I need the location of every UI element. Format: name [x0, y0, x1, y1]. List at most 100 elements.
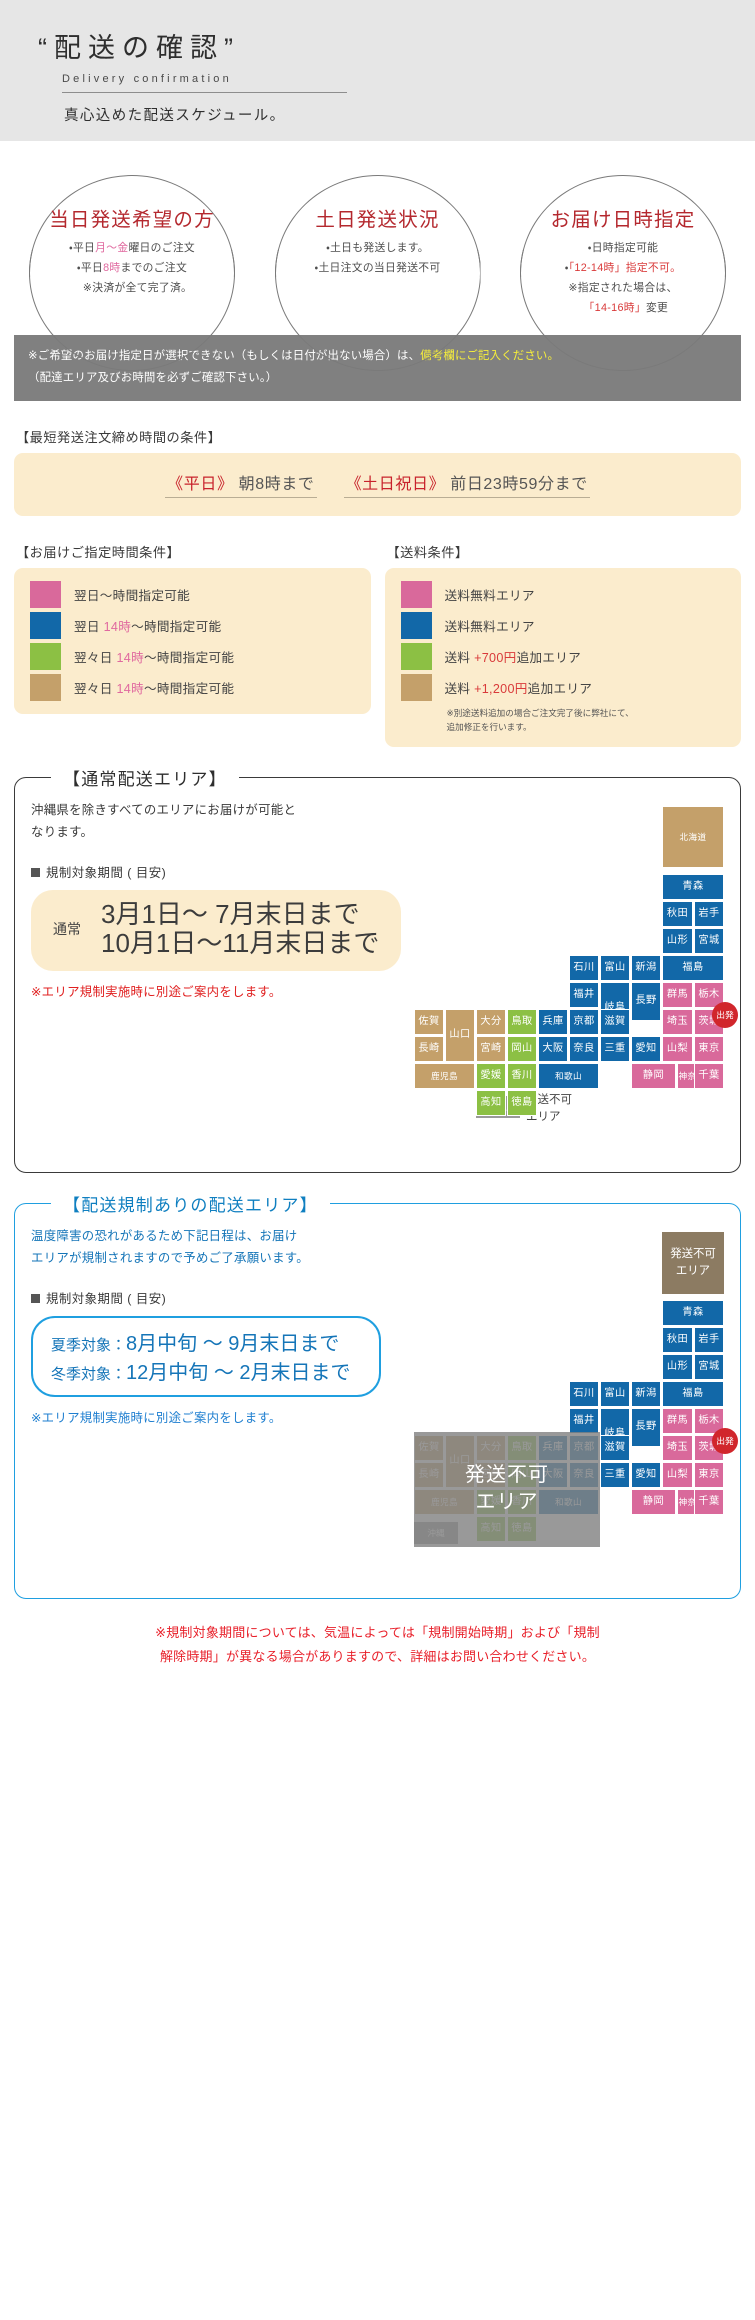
- info-circle-time-slot: お届け日時指定 ・日時指定可能 ・「12-14時」指定不可。 ※指定された場合は…: [507, 169, 739, 371]
- legend-time-column: 【お届けご指定時間条件】 翌日〜時間指定可能 翌日 14時〜時間指定可能 翌々日…: [14, 516, 371, 715]
- japan-map-normal: 沖縄 発送不可 エリア 北海道青森秋田岩手山形宮城福島新潟石川富山福井岐阜長野群…: [414, 805, 738, 1166]
- map-cell-石川: 石川: [569, 954, 599, 981]
- map-cell-静岡: 静岡: [631, 1488, 676, 1515]
- restricted-period-line-1: 夏季対象：8月中旬 〜 9月末日まで: [51, 1333, 340, 1356]
- legend-row-text: 翌々日 14時〜時間指定可能: [74, 651, 235, 666]
- map-cell-新潟: 新潟: [631, 1380, 661, 1407]
- deadline-box: 《平日》 朝8時まで 《土日祝日》 前日23時59分まで: [14, 453, 741, 517]
- page-header: “配送の確認” Delivery confirmation 真心込めた配送スケジ…: [0, 0, 755, 141]
- map-cell-福島: 福島: [662, 1380, 724, 1407]
- page-subtitle: Delivery confirmation: [62, 73, 232, 85]
- restricted-panel-note: ※エリア規制実施時に別途ご案内をします。: [31, 1411, 282, 1426]
- header-divider: [62, 92, 347, 93]
- restricted-period-heading: 規制対象期間 ( 目安): [31, 1289, 724, 1307]
- japan-map-restricted: 発送不可 エリア 青森 秋田 岩手 山形 宮城 福島 新潟 石川 富山 福井 岐阜 長野 群馬 栃木 埼玉茨…: [414, 1231, 738, 1592]
- map-cell-徳島: 徳島: [507, 1089, 537, 1116]
- map-cell-佐賀: 佐賀: [414, 1008, 444, 1035]
- legend-row: 翌日〜時間指定可能: [30, 581, 359, 609]
- swatch-tan-icon: [400, 674, 432, 702]
- map-cell-兵庫: 兵庫: [538, 1008, 568, 1035]
- map-cell-秋田: 秋田: [662, 1326, 693, 1353]
- map-cell-宮崎: 宮崎: [476, 1035, 506, 1062]
- swatch-green-icon: [30, 643, 61, 671]
- legend-row: 送料無料エリア: [400, 612, 730, 640]
- legend-row-text: 送料無料エリア: [444, 589, 535, 604]
- map-cell-東京: 東京: [694, 1461, 724, 1488]
- map-cell-奈良: 奈良: [569, 1035, 599, 1062]
- map-cell-滋賀: 滋賀: [600, 1434, 630, 1461]
- circle-body: ・土日も発送します。 ・土日注文の当日発送不可: [314, 242, 441, 274]
- swatch-blue-icon: [30, 612, 61, 640]
- swatch-tan-icon: [30, 674, 61, 702]
- normal-delivery-panel: 【通常配送エリア】 沖縄県を除きすべてのエリアにお届けが可能と なります。 規制…: [14, 764, 741, 1173]
- map-cell-山梨: 山梨: [662, 1461, 693, 1488]
- map-cell-愛媛: 愛媛: [476, 1062, 506, 1089]
- map-cell-愛知: 愛知: [631, 1035, 661, 1062]
- map-cell-静岡: 静岡: [631, 1062, 676, 1089]
- normal-period-line-2: 10月1日〜11月末日まで: [101, 928, 380, 959]
- notice-line-2: （配達エリア及びお時間を必ずご確認下さい。）: [28, 371, 278, 384]
- map-cell-山形: 山形: [662, 927, 693, 954]
- restricted-panel-title: 【配送規制ありの配送エリア】: [51, 1190, 330, 1216]
- circle-heading: 土日発送状況: [315, 209, 440, 231]
- swatch-green-icon: [400, 643, 432, 671]
- map-cell-長崎: 長崎: [414, 1035, 444, 1062]
- map-cell-大分: 大分: [476, 1008, 506, 1035]
- map-cell-千葉: 千葉: [694, 1488, 724, 1515]
- map-cell-大阪: 大阪: [538, 1035, 568, 1062]
- circle-body: ・日時指定可能 ・「12-14時」指定不可。 ※指定された場合は、 「14-16…: [564, 242, 682, 314]
- restricted-period-box: 夏季対象：8月中旬 〜 9月末日まで 冬季対象：12月中旬 〜 2月末日まで: [31, 1316, 381, 1398]
- map-cell-福井: 福井: [569, 1407, 599, 1434]
- page-title: “配送の確認”: [38, 33, 240, 63]
- map-cell-宮城: 宮城: [694, 927, 724, 954]
- legend-row: 送料無料エリア: [400, 581, 730, 609]
- map-cell-新潟: 新潟: [631, 954, 661, 981]
- info-circles: 当日発送希望の方 ・平日月〜金曜日のご注文 ・平日8時までのご注文 ※決済が全て…: [0, 141, 755, 371]
- legend-row-text: 送料 +700円追加エリア: [444, 651, 582, 666]
- map-cell-秋田: 秋田: [662, 900, 693, 927]
- circle-body: ・平日月〜金曜日のご注文 ・平日8時までのご注文 ※決済が全て完了済。: [68, 242, 196, 294]
- map-cell-宮城: 宮城: [694, 1353, 724, 1380]
- bullet-square-icon: [31, 1294, 40, 1304]
- legend-fee-label: 【送料条件】: [386, 545, 469, 561]
- map-cell-群馬: 群馬: [662, 1407, 693, 1434]
- map-cell-鹿児島: 鹿児島: [414, 1062, 475, 1089]
- no-ship-hokkaido-block: 発送不可 エリア: [662, 1231, 724, 1294]
- start-point-badge: 出発: [712, 1001, 738, 1028]
- map-cell-岩手: 岩手: [694, 1326, 724, 1353]
- legend-section: 【お届けご指定時間条件】 翌日〜時間指定可能 翌日 14時〜時間指定可能 翌々日…: [0, 516, 755, 747]
- swatch-pink-icon: [30, 581, 61, 609]
- map-cell-福島: 福島: [662, 954, 724, 981]
- map-cell-高知: 高知: [476, 1089, 506, 1116]
- footer-note: ※規制対象期間については、気温によっては「規制開始時期」および「規制 解除時期」…: [155, 1624, 600, 1665]
- map-cell-香川: 香川: [507, 1062, 537, 1089]
- normal-period-line-1: 3月1日〜 7月末日まで: [101, 899, 360, 930]
- map-cell-青森: 青森: [662, 1299, 724, 1326]
- legend-fee-box: 送料無料エリア 送料無料エリア 送料 +700円追加エリア 送料 +1,200円…: [384, 568, 741, 747]
- legend-row: 送料 +1,200円追加エリア: [400, 674, 730, 702]
- page-tagline: 真心込めた配送スケジュール。: [64, 108, 286, 124]
- map-cell-石川: 石川: [569, 1380, 599, 1407]
- restricted-delivery-panel: 【配送規制ありの配送エリア】 温度障害の恐れがあるため下記日程は、お届け エリア…: [14, 1190, 741, 1599]
- legend-row-text: 翌日〜時間指定可能: [74, 589, 191, 604]
- deadline-label: 【最短発送注文締め時間の条件】: [16, 430, 222, 446]
- normal-period-box: 通常 3月1日〜 7月末日まで 10月1日〜11月末日まで: [31, 890, 402, 971]
- map-cell-栃木: 栃木: [694, 981, 724, 1008]
- map-cell-山形: 山形: [662, 1353, 693, 1380]
- legend-time-box: 翌日〜時間指定可能 翌日 14時〜時間指定可能 翌々日 14時〜時間指定可能 翌…: [14, 568, 371, 715]
- info-circle-same-day: 当日発送希望の方 ・平日月〜金曜日のご注文 ・平日8時までのご注文 ※決済が全て…: [16, 169, 248, 371]
- legend-row: 翌々日 14時〜時間指定可能: [30, 674, 359, 702]
- restricted-period-line-2: 冬季対象：12月中旬 〜 2月末日まで: [51, 1362, 351, 1385]
- deadline-item-weekday: 《平日》 朝8時まで: [165, 470, 317, 499]
- start-point-badge: 出発: [712, 1427, 738, 1454]
- bullet-square-icon: [31, 868, 40, 878]
- map-cell-三重: 三重: [600, 1461, 630, 1488]
- normal-period-tag: 通常: [53, 921, 81, 938]
- map-cell-埼玉: 埼玉: [662, 1434, 693, 1461]
- map-cell-東京: 東京: [694, 1035, 724, 1062]
- legend-row-text: 翌日 14時〜時間指定可能: [74, 620, 222, 635]
- legend-fee-column: 【送料条件】 送料無料エリア 送料無料エリア 送料 +700円追加エリア 送料 …: [384, 516, 741, 747]
- legend-row: 送料 +700円追加エリア: [400, 643, 730, 671]
- map-cell-埼玉: 埼玉: [662, 1008, 693, 1035]
- deadline-row: 《平日》 朝8時まで 《土日祝日》 前日23時59分まで: [165, 470, 590, 499]
